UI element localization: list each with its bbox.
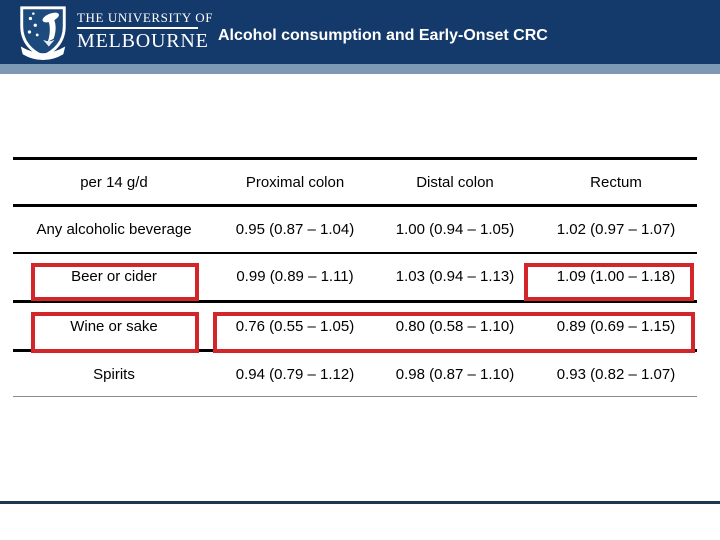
table-row-beer-or-cider: Beer or cider 0.99 (0.89 – 1.11) 1.03 (0…: [13, 253, 697, 302]
cell-proximal: 0.95 (0.87 – 1.04): [235, 220, 355, 238]
results-table: per 14 g/d Proximal colon Distal colon R…: [13, 157, 697, 397]
university-wordmark-line1: THE UNIVERSITY OF: [77, 10, 214, 25]
university-crest-icon: [20, 6, 66, 61]
highlight-box-wine-label: [31, 312, 199, 353]
column-header-proximal-colon: Proximal colon: [245, 173, 345, 191]
column-header-exposure: per 14 g/d: [80, 173, 148, 191]
cell-rectum: 0.89 (0.69 – 1.15): [556, 317, 676, 335]
university-wordmark: THE UNIVERSITY OF MELBOURNE: [77, 11, 213, 51]
table-row-wine-or-sake: Wine or sake 0.76 (0.55 – 1.05) 0.80 (0.…: [13, 302, 697, 351]
wordmark-divider: [77, 27, 198, 29]
slide-title: Alcohol consumption and Early-Onset CRC: [218, 27, 548, 44]
column-header-distal-colon: Distal colon: [416, 173, 494, 191]
column-header-rectum: Rectum: [590, 173, 642, 191]
cell-distal: 1.00 (0.94 – 1.05): [395, 220, 515, 238]
cell-proximal: 0.94 (0.79 – 1.12): [235, 365, 355, 383]
table-row-spirits: Spirits 0.94 (0.79 – 1.12) 0.98 (0.87 – …: [13, 351, 697, 397]
footer-divider-line: [0, 501, 720, 504]
cell-distal: 0.80 (0.58 – 1.10): [395, 317, 515, 335]
cell-rectum: 1.02 (0.97 – 1.07): [556, 220, 676, 238]
table-row-any-alcoholic-beverage: Any alcoholic beverage 0.95 (0.87 – 1.04…: [13, 206, 697, 253]
header-accent-stripe: [0, 64, 720, 74]
university-wordmark-line2: MELBOURNE: [77, 30, 209, 52]
highlight-box-wine-values: [213, 312, 695, 353]
row-label: Beer or cider: [71, 268, 157, 286]
highlight-box-beer-label: [31, 263, 199, 301]
row-label: Spirits: [93, 365, 135, 383]
row-label: Any alcoholic beverage: [36, 220, 192, 238]
slide-header: THE UNIVERSITY OF MELBOURNE Alcohol cons…: [0, 0, 720, 64]
cell-distal: 1.03 (0.94 – 1.13): [395, 268, 515, 286]
cell-rectum: 1.09 (1.00 – 1.18): [556, 268, 676, 286]
highlight-box-beer-rectum: [524, 263, 694, 301]
cell-distal: 0.98 (0.87 – 1.10): [395, 365, 515, 383]
cell-proximal: 0.76 (0.55 – 1.05): [235, 317, 355, 335]
cell-rectum: 0.93 (0.82 – 1.07): [556, 365, 676, 383]
table-header-row: per 14 g/d Proximal colon Distal colon R…: [13, 159, 697, 206]
row-label: Wine or sake: [70, 317, 158, 335]
cell-proximal: 0.99 (0.89 – 1.11): [236, 268, 354, 286]
